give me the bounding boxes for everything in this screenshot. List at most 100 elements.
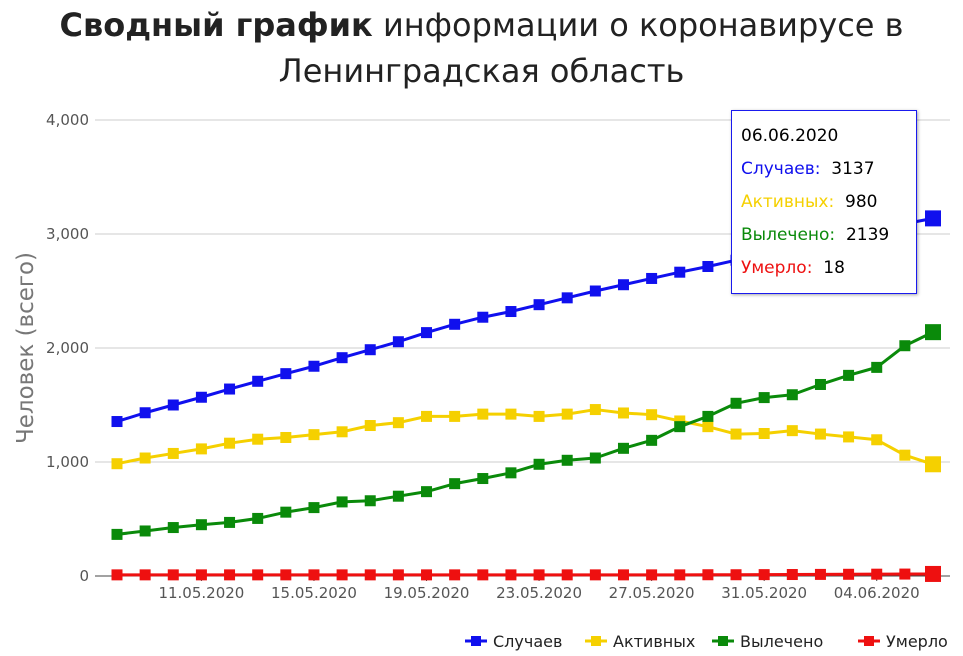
data-point xyxy=(617,407,629,419)
tooltip-row-deaths: Умерло: 18 xyxy=(741,258,845,278)
data-point xyxy=(364,495,376,507)
legend-label: Случаев xyxy=(493,632,562,651)
series-3 xyxy=(111,565,941,582)
data-point xyxy=(364,344,376,356)
data-point xyxy=(252,375,264,387)
data-point xyxy=(421,410,433,422)
x-tick-label: 15.05.2020 xyxy=(271,584,357,602)
legend-item: Случаев xyxy=(465,632,562,651)
tooltip-value: 980 xyxy=(845,192,878,212)
data-point xyxy=(814,378,826,390)
data-point xyxy=(561,408,573,420)
data-point xyxy=(702,569,714,581)
tooltip-label: Случаев: xyxy=(741,159,821,179)
tooltip-row-recovered: Вылечено: 2139 xyxy=(741,225,889,245)
data-point xyxy=(730,569,742,581)
data-point xyxy=(758,428,770,439)
data-point xyxy=(139,407,151,419)
data-point xyxy=(899,340,911,352)
data-point xyxy=(674,266,686,278)
data-point xyxy=(505,569,517,581)
x-tick-label: 19.05.2020 xyxy=(384,584,470,602)
data-point xyxy=(702,410,714,422)
data-point xyxy=(308,569,320,581)
data-point xyxy=(561,569,573,581)
x-tick-label: 31.05.2020 xyxy=(721,584,807,602)
data-point xyxy=(167,447,179,459)
series-1 xyxy=(111,404,941,473)
tooltip-row-cases: Случаев: 3137 xyxy=(741,159,875,179)
y-tick-label: 3,000 xyxy=(46,225,89,243)
data-point xyxy=(252,512,264,524)
tooltip-value: 18 xyxy=(823,258,845,278)
data-point xyxy=(674,421,686,433)
data-point xyxy=(925,324,941,341)
data-point xyxy=(533,410,545,422)
tooltip-label: Активных: xyxy=(741,192,835,212)
data-point xyxy=(533,458,545,470)
data-point xyxy=(224,516,236,528)
tooltip-label: Вылечено: xyxy=(741,225,836,245)
series-2 xyxy=(111,324,941,540)
data-point xyxy=(139,569,151,581)
data-point xyxy=(111,416,123,428)
data-point xyxy=(336,496,348,508)
tooltip-date: 06.06.2020 xyxy=(741,126,839,146)
axes: 0 1,000 2,000 3,000 4,000 11.05.2020 15.05.202… xyxy=(13,111,920,602)
legend-swatch-marker xyxy=(718,636,728,646)
data-point xyxy=(280,569,292,581)
data-point xyxy=(617,279,629,291)
data-point xyxy=(561,292,573,304)
data-point xyxy=(195,443,207,455)
data-point xyxy=(646,569,658,581)
data-point xyxy=(167,522,179,534)
data-point xyxy=(280,368,292,380)
x-tick-label: 23.05.2020 xyxy=(496,584,582,602)
data-point xyxy=(195,391,207,403)
data-point xyxy=(477,408,489,420)
y-tick-label: 2,000 xyxy=(46,339,89,357)
data-point xyxy=(758,569,770,581)
data-point xyxy=(702,421,714,433)
data-point xyxy=(449,569,461,581)
data-point xyxy=(730,397,742,409)
data-point xyxy=(505,408,517,420)
data-point xyxy=(561,454,573,466)
data-point xyxy=(899,568,911,580)
legend: Случаев Активных Вылечено Умерло xyxy=(465,632,948,651)
data-point xyxy=(758,392,770,404)
data-point xyxy=(533,569,545,581)
data-point xyxy=(308,429,320,441)
data-point xyxy=(111,528,123,540)
data-point xyxy=(899,449,911,461)
data-point xyxy=(364,420,376,432)
data-point xyxy=(167,569,179,581)
data-point xyxy=(224,437,236,449)
data-point xyxy=(843,568,855,580)
data-point xyxy=(252,569,264,581)
data-point xyxy=(589,452,601,464)
data-point xyxy=(617,569,629,581)
data-point xyxy=(308,502,320,514)
data-point xyxy=(646,434,658,446)
data-point xyxy=(786,569,798,581)
data-point xyxy=(871,568,883,580)
data-point xyxy=(336,426,348,438)
data-point xyxy=(730,428,742,440)
data-point xyxy=(449,478,461,490)
x-tick-label: 27.05.2020 xyxy=(609,584,695,602)
chart-title: Сводный график информации о коронавирусе… xyxy=(0,2,963,94)
data-point xyxy=(421,569,433,581)
legend-label: Вылечено xyxy=(740,632,823,651)
data-point xyxy=(702,260,714,272)
x-tick-label: 04.06.2020 xyxy=(834,584,920,602)
data-point xyxy=(364,569,376,581)
series-line xyxy=(116,408,934,466)
data-point xyxy=(477,473,489,485)
data-point xyxy=(786,425,798,437)
data-point xyxy=(139,525,151,537)
data-point xyxy=(421,486,433,498)
data-point xyxy=(674,569,686,581)
data-point xyxy=(392,417,404,429)
data-point xyxy=(674,415,686,427)
